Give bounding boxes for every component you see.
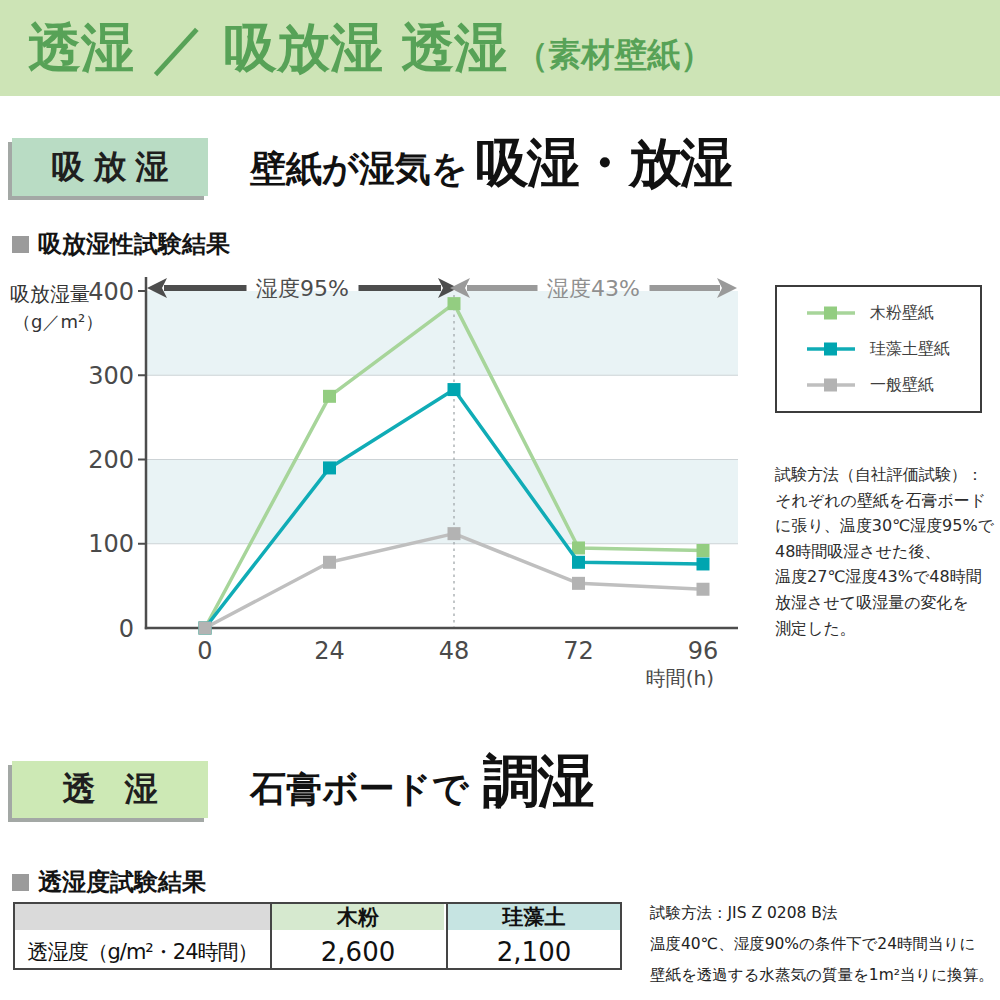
x-axis-title: 時間(h) <box>646 666 714 690</box>
result-heading-2: 透湿度試験結果 <box>12 866 206 898</box>
table-header-keisodo: 珪藻土 <box>448 904 620 930</box>
marker <box>572 556 585 569</box>
humidity-absorption-chart: 0 100 200 300 400 0 24 48 72 96時間(h) 吸放湿量 （g／m²） 湿度9… <box>0 0 760 710</box>
table-header-blank <box>15 904 270 930</box>
marker <box>448 297 461 310</box>
y-tick-label: 300 <box>88 362 134 390</box>
table-value-mokufun: 2,600 <box>272 936 444 968</box>
table-divider <box>270 904 272 968</box>
chart-legend: 木粉壁紙珪藻土壁紙一般壁紙 <box>775 285 982 413</box>
y-tick-label: 200 <box>88 446 134 474</box>
x-tick-label: 0 <box>197 637 212 665</box>
section2-headline: 石膏ボードで 調湿 <box>250 744 593 821</box>
legend-item: 一般壁紙 <box>807 375 980 396</box>
y-tick-label: 0 <box>119 615 134 643</box>
phase-arrow-label: 湿度95% <box>256 276 349 301</box>
marker <box>323 390 336 403</box>
marker <box>448 383 461 396</box>
legend-item: 木粉壁紙 <box>807 303 980 324</box>
phase-arrow-label: 湿度43% <box>547 276 640 301</box>
y-axis-unit: （g／m²） <box>13 311 103 332</box>
marker <box>448 527 461 540</box>
plot-band <box>146 460 738 544</box>
marker <box>323 461 336 474</box>
x-tick-label: 96 <box>688 637 719 665</box>
table-row-header: 透湿度（g/m²・24時間） <box>15 936 270 968</box>
result-heading-2-label: 透湿度試験結果 <box>38 866 206 898</box>
legend-label: 一般壁紙 <box>870 375 934 396</box>
marker <box>697 544 710 557</box>
x-tick-label: 24 <box>314 637 345 665</box>
y-axis-title: 吸放湿量 <box>10 282 90 306</box>
section-tag-toshitsu: 透 湿 <box>12 761 208 818</box>
table-value-keisodo: 2,100 <box>448 936 620 968</box>
x-tick-label: 48 <box>439 637 470 665</box>
permeability-result-table: 木粉 珪藻土 透湿度（g/m²・24時間） 2,600 2,100 <box>13 902 622 970</box>
headline-lead: 石膏ボードで <box>250 765 469 814</box>
plot-band <box>146 291 738 375</box>
marker <box>199 622 212 635</box>
legend-item: 珪藻土壁紙 <box>807 339 980 360</box>
y-tick-label: 100 <box>88 530 134 558</box>
y-tick-label: 400 <box>88 278 134 306</box>
legend-swatch <box>807 306 855 320</box>
square-bullet-icon <box>12 874 29 891</box>
marker <box>572 541 585 554</box>
marker <box>572 577 585 590</box>
legend-label: 木粉壁紙 <box>870 303 934 324</box>
legend-label: 珪藻土壁紙 <box>870 339 950 360</box>
section-tag-label: 透 湿 <box>62 767 167 812</box>
headline-emphasis: 調湿 <box>483 744 593 821</box>
legend-swatch <box>807 342 855 356</box>
marker <box>697 557 710 570</box>
marker <box>697 583 710 596</box>
table-header-mokufun: 木粉 <box>272 904 444 930</box>
x-tick-label: 72 <box>563 637 594 665</box>
marker <box>323 556 336 569</box>
test-method-note-2: 試験方法：JIS Z 0208 B法 温度40℃、湿度90%の条件下で24時間当… <box>650 898 994 991</box>
test-method-note-1: 試験方法（自社評価試験）： それぞれの壁紙を石膏ボード に張り、温度30℃湿度9… <box>775 462 994 641</box>
legend-swatch <box>807 378 855 392</box>
table-divider <box>446 904 448 968</box>
